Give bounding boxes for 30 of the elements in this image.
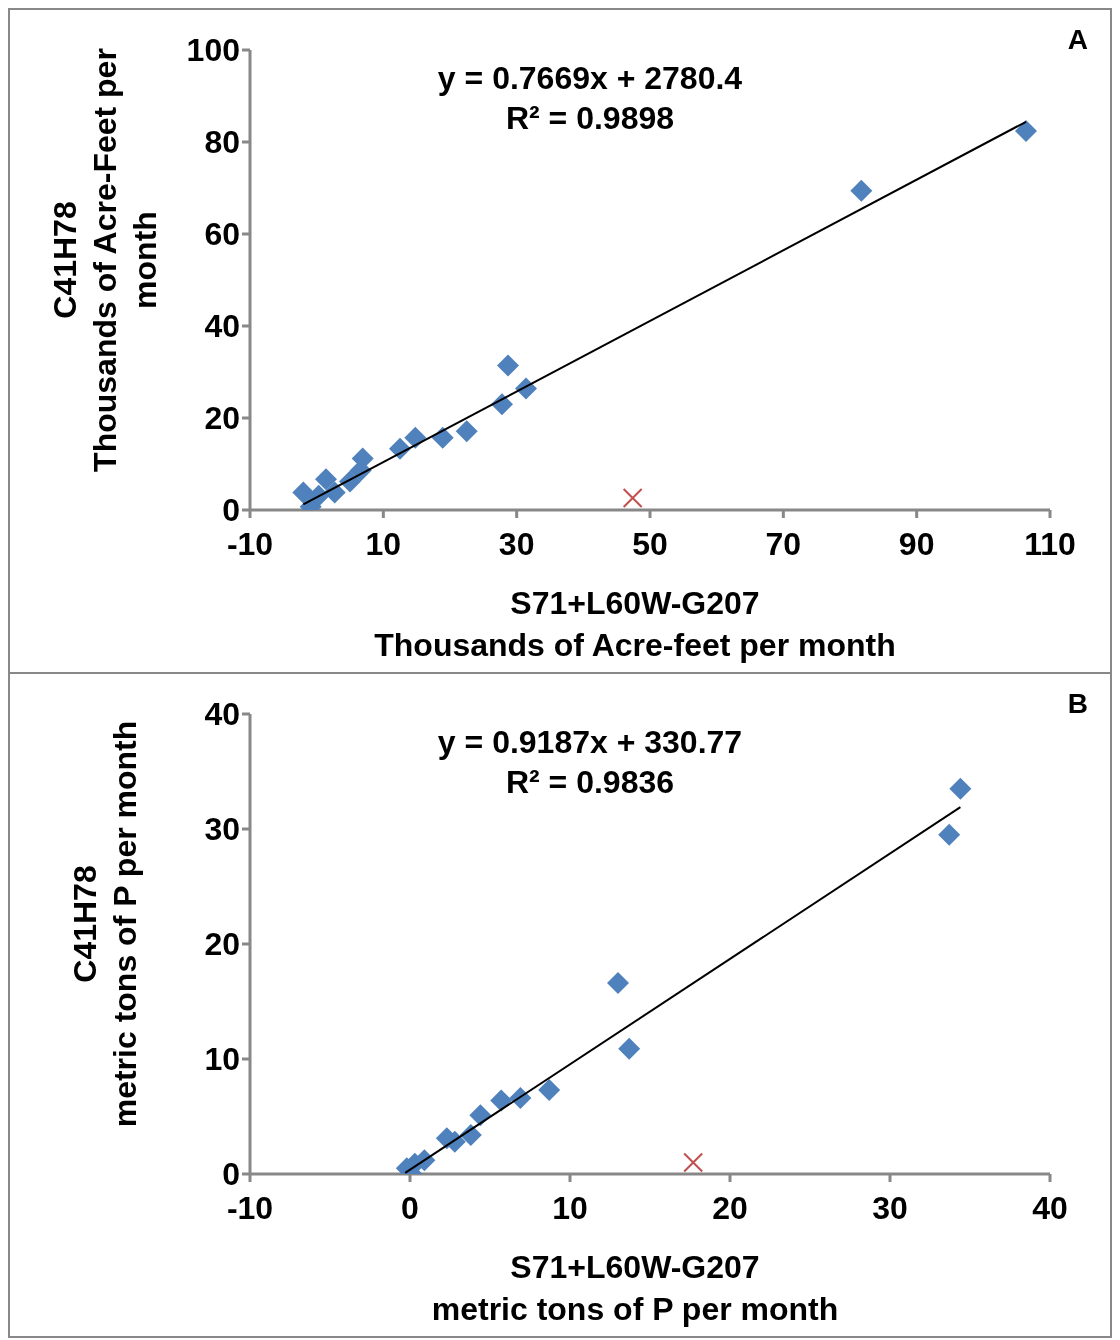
y-tick-label: 40 (204, 308, 240, 345)
text: B (1067, 688, 1088, 720)
annotation: R² = 0.9836 (504, 763, 676, 802)
y-tick-label: 100 (186, 32, 240, 69)
y-axis-title: C41H78 metric tons of P per month (66, 719, 144, 1130)
y-axis-title: C41H78 Thousands of Acre-Feet per month (46, 47, 164, 474)
y-tick-label: 40 (204, 696, 240, 733)
text: A (1067, 24, 1088, 56)
x-tick-label: 50 (632, 525, 668, 562)
x-tick-label: 90 (898, 525, 935, 562)
x-tick-label: 0 (401, 1189, 419, 1226)
y-tick-label: 60 (204, 216, 240, 253)
x-axis-title: S71+L60W-G207 metric tons of P per month (430, 1248, 840, 1329)
annotation: y = 0.9187x + 330.77 (436, 723, 744, 762)
y-tick-label: 20 (204, 926, 240, 963)
annotation: y = 0.7669x + 2780.4 (436, 59, 744, 98)
x-tick-label: 10 (365, 525, 402, 562)
x-tick-label: 20 (712, 1189, 748, 1226)
y-tick-label: 10 (204, 1041, 240, 1078)
x-tick-label: 30 (872, 1189, 908, 1226)
x-tick-label: 10 (552, 1189, 588, 1226)
x-tick-label: 30 (498, 525, 535, 562)
x-axis-title: S71+L60W-G207 Thousands of Acre-feet per month (373, 584, 897, 665)
x-tick-label: 40 (1032, 1189, 1068, 1226)
y-tick-label: 80 (204, 124, 240, 161)
y-tick-label: 30 (204, 811, 240, 848)
x-tick-label: 70 (765, 525, 802, 562)
annotation: R² = 0.9898 (504, 99, 676, 138)
x-tick-label: 110 (1024, 525, 1076, 562)
y-tick-label: 20 (204, 400, 240, 437)
